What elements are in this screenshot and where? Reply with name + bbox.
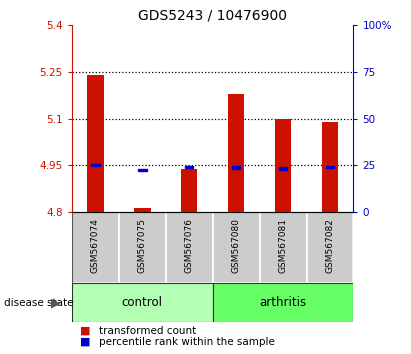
Bar xyxy=(87,75,104,212)
Text: GSM567081: GSM567081 xyxy=(279,218,288,273)
Text: GSM567082: GSM567082 xyxy=(326,218,335,273)
Bar xyxy=(185,166,194,168)
Bar xyxy=(72,283,213,322)
Text: GSM567080: GSM567080 xyxy=(232,218,241,273)
Bar xyxy=(307,212,353,283)
Text: ▶: ▶ xyxy=(51,296,60,309)
Text: GSM567074: GSM567074 xyxy=(91,218,100,273)
Bar xyxy=(134,208,150,212)
Text: GSM567076: GSM567076 xyxy=(185,218,194,273)
Bar xyxy=(166,212,213,283)
Bar xyxy=(213,212,260,283)
Bar xyxy=(72,212,119,283)
Bar xyxy=(119,212,166,283)
Text: percentile rank within the sample: percentile rank within the sample xyxy=(99,337,275,347)
Bar xyxy=(322,122,338,212)
Text: transformed count: transformed count xyxy=(99,326,196,336)
Bar xyxy=(213,283,353,322)
Bar xyxy=(138,169,147,171)
Bar xyxy=(275,119,291,212)
Text: disease state: disease state xyxy=(4,298,74,308)
Bar xyxy=(232,166,240,169)
Title: GDS5243 / 10476900: GDS5243 / 10476900 xyxy=(138,8,287,22)
Text: arthritis: arthritis xyxy=(259,296,307,309)
Text: ■: ■ xyxy=(80,337,91,347)
Bar xyxy=(260,212,307,283)
Bar xyxy=(279,167,287,170)
Bar xyxy=(326,166,334,168)
Text: GSM567075: GSM567075 xyxy=(138,218,147,273)
Text: ■: ■ xyxy=(80,326,91,336)
Text: control: control xyxy=(122,296,163,309)
Bar xyxy=(91,164,99,166)
Bar xyxy=(228,93,245,212)
Bar xyxy=(181,169,197,212)
